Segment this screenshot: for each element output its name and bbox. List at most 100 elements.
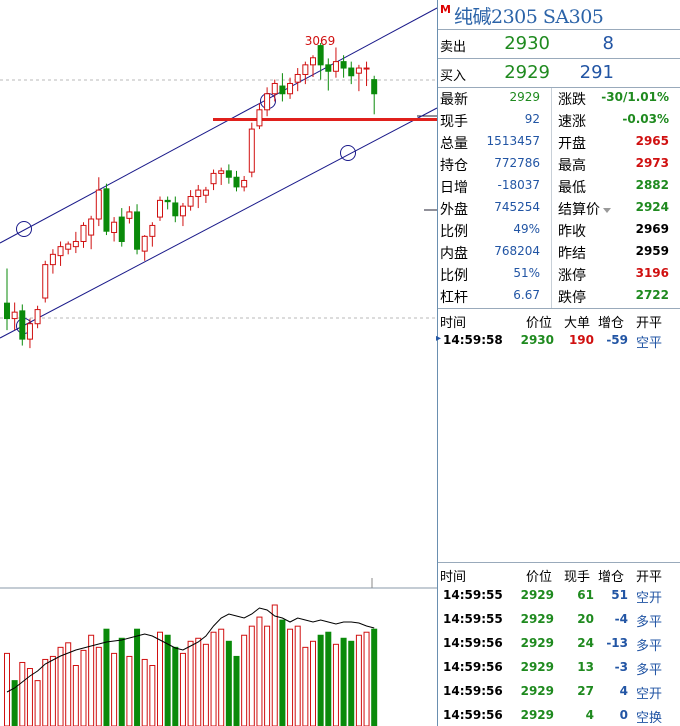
volume-bar: [141, 658, 148, 726]
column-header: 价位: [526, 570, 553, 585]
volume-bar: [49, 655, 56, 726]
volume-bar: [302, 646, 309, 726]
stat-label: 日增: [440, 180, 468, 196]
volume-bar: [187, 640, 194, 726]
stat-label: 昨结: [558, 246, 586, 262]
volume-bar: [195, 637, 202, 726]
ask-price: 2930: [504, 33, 550, 54]
volume-bar: [279, 619, 286, 726]
candle-body: [325, 64, 332, 72]
trade-oi-change: 51: [611, 588, 628, 602]
candle-body: [141, 235, 148, 252]
trade-row: 14:59:56 2929 4 0 空换: [438, 704, 680, 726]
volume-bar: [348, 640, 355, 726]
touch-point-marker: [16, 221, 32, 237]
column-header: 增仓: [598, 316, 625, 331]
stat-value: 2882: [635, 178, 669, 192]
touch-point-marker: [340, 145, 356, 161]
candle-body: [371, 79, 378, 95]
stat-label: 最新: [440, 92, 468, 108]
candle-body: [195, 189, 202, 198]
trade-price: 2929: [520, 588, 554, 602]
stat-value: 772786: [494, 156, 540, 170]
column-header: 现手: [564, 570, 591, 585]
volume-bar: [34, 680, 41, 726]
volume-bar: [164, 634, 171, 726]
candle-body: [34, 309, 41, 325]
volume-bar: [134, 628, 141, 726]
stat-value: 2959: [635, 244, 669, 258]
stat-label: 最低: [558, 180, 586, 196]
trade-row: 14:59:58 2930 190 -59 空平: [438, 329, 680, 351]
volume-series: [4, 604, 378, 726]
volume-bar: [248, 625, 255, 726]
candle-body: [340, 61, 347, 69]
stat-row: 比例 49% 昨收 2969: [438, 219, 680, 241]
trend-channel: [0, 7, 437, 339]
big-trades-header: 时间 价位 大单 增仓 开平: [438, 310, 680, 331]
stat-value: 6.67: [513, 288, 540, 302]
stats-divider: [551, 88, 552, 308]
stat-label: 开盘: [558, 136, 586, 152]
trade-price: 2929: [520, 612, 554, 626]
volume-bar: [325, 631, 332, 726]
candle-body: [264, 93, 271, 111]
stat-row: 外盘 745254 结算价 2924: [438, 197, 680, 219]
column-header: 增仓: [598, 570, 625, 585]
stat-label: 涨跌: [558, 92, 586, 108]
stat-label: 内盘: [440, 246, 468, 262]
contract-titlebar: M 纯碱2305 SA305: [438, 0, 680, 30]
candle-body: [118, 216, 125, 242]
volume-bar: [149, 665, 156, 726]
trade-row: 14:59:55 2929 20 -4 多平: [438, 608, 680, 630]
candle-body: [210, 172, 217, 185]
volume-bar: [287, 628, 294, 726]
stat-value: 2973: [635, 156, 669, 170]
trade-price: 2929: [520, 636, 554, 650]
stat-value: 768204: [494, 244, 540, 258]
ask-row: 卖出 2930 8: [438, 30, 680, 59]
trade-row: 14:59:56 2929 27 4 空开: [438, 680, 680, 702]
column-header: 开平: [636, 570, 663, 585]
candle-body: [248, 128, 255, 173]
stat-value: -18037: [497, 178, 540, 192]
volume-bar: [256, 616, 263, 726]
candle-body: [42, 264, 49, 299]
trade-row: 14:59:56 2929 24 -13 多平: [438, 632, 680, 654]
bid-row: 买入 2929 291: [438, 59, 680, 88]
volume-bar: [241, 634, 248, 726]
candle-body: [294, 73, 301, 83]
stat-label: 涨停: [558, 268, 586, 284]
ask-label: 卖出: [440, 40, 467, 55]
candle-body: [279, 85, 286, 95]
chevron-down-icon[interactable]: [603, 207, 611, 213]
volume-bar: [294, 625, 301, 726]
stat-row: 杠杆 6.67 跌停 2722: [438, 285, 680, 307]
trade-type: 空平: [636, 336, 663, 351]
stat-value: 745254: [494, 200, 540, 214]
column-header: 开平: [636, 316, 663, 331]
candle-body: [57, 246, 64, 257]
stat-value: -0.03%: [622, 112, 669, 126]
volume-bar: [218, 628, 225, 726]
chart-grid: [0, 79, 437, 589]
stat-label: 外盘: [440, 202, 468, 218]
volume-bar: [80, 649, 87, 726]
stat-row: 日增 -18037 最低 2882: [438, 175, 680, 197]
volume-bar: [65, 642, 72, 726]
candle-body: [187, 196, 194, 207]
candle-body: [202, 189, 209, 196]
contract-title[interactable]: 纯碱2305 SA305: [454, 6, 604, 28]
stat-label: 结算价: [558, 199, 611, 219]
volume-bar: [225, 640, 232, 726]
stat-label: 总量: [440, 136, 468, 152]
volume-bar: [111, 652, 118, 726]
stat-row: 现手 92 速涨 -0.03%: [438, 109, 680, 131]
candle-body: [65, 243, 72, 250]
stat-value: 2929: [509, 90, 540, 104]
stat-row: 总量 1513457 开盘 2965: [438, 131, 680, 153]
stat-row: 最新 2929 涨跌 -30/1.01%: [438, 87, 680, 109]
peak-label: 3069: [305, 34, 336, 48]
trade-type: 多平: [636, 663, 663, 678]
trade-oi-change: -13: [606, 636, 628, 650]
